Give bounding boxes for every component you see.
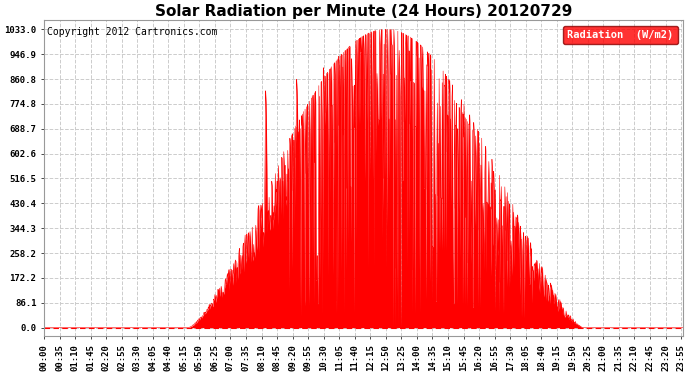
Legend: Radiation  (W/m2): Radiation (W/m2): [563, 26, 678, 44]
Title: Solar Radiation per Minute (24 Hours) 20120729: Solar Radiation per Minute (24 Hours) 20…: [155, 4, 572, 19]
Text: Copyright 2012 Cartronics.com: Copyright 2012 Cartronics.com: [47, 27, 217, 37]
